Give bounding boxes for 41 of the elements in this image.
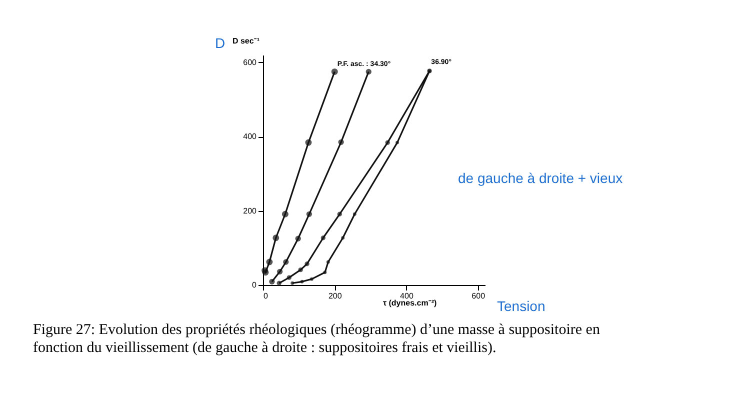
x-tick-label: 200 xyxy=(328,292,342,300)
point xyxy=(320,236,326,240)
point xyxy=(269,278,275,284)
point xyxy=(290,281,294,285)
point xyxy=(300,280,304,284)
point xyxy=(298,267,303,272)
point xyxy=(331,68,338,75)
x-tick-label: 600 xyxy=(472,292,486,300)
point xyxy=(337,212,342,216)
y-axis-title: D sec⁻¹ xyxy=(232,36,260,46)
y-tick-label: 200 xyxy=(243,206,258,216)
point xyxy=(266,258,273,266)
point xyxy=(272,234,280,242)
point xyxy=(341,236,345,240)
point xyxy=(276,280,282,286)
x-axis-title: τ (dynes.cm⁻²) xyxy=(382,298,437,308)
x-tick-label: 400 xyxy=(400,292,414,300)
point xyxy=(396,140,400,144)
annotation: de gauche à droite + vieux xyxy=(458,170,623,186)
point xyxy=(385,140,390,145)
point xyxy=(310,277,314,281)
point xyxy=(306,211,312,217)
y-tick-label: 600 xyxy=(243,58,258,67)
point xyxy=(282,210,288,218)
y-tick-label: 400 xyxy=(243,132,258,142)
point xyxy=(295,236,301,242)
point xyxy=(305,139,312,146)
point xyxy=(286,275,292,280)
text: Tension xyxy=(497,298,546,314)
point xyxy=(304,262,310,266)
point xyxy=(323,270,327,274)
y-tick-label: 0 xyxy=(252,280,258,290)
point xyxy=(283,259,289,265)
point xyxy=(352,212,356,216)
point xyxy=(277,268,283,274)
point xyxy=(326,260,330,264)
text: D xyxy=(215,35,226,51)
x-tick-label: 0 xyxy=(264,292,268,300)
caption: Figure 27: Evolution des propriétés rhéologiques (rhéogramme) d’une masse à suppositoire en fonction du vieillissement (de gauche à droite : suppositoires frais et vieillis). xyxy=(33,322,600,356)
point xyxy=(338,139,344,145)
point xyxy=(366,68,372,75)
